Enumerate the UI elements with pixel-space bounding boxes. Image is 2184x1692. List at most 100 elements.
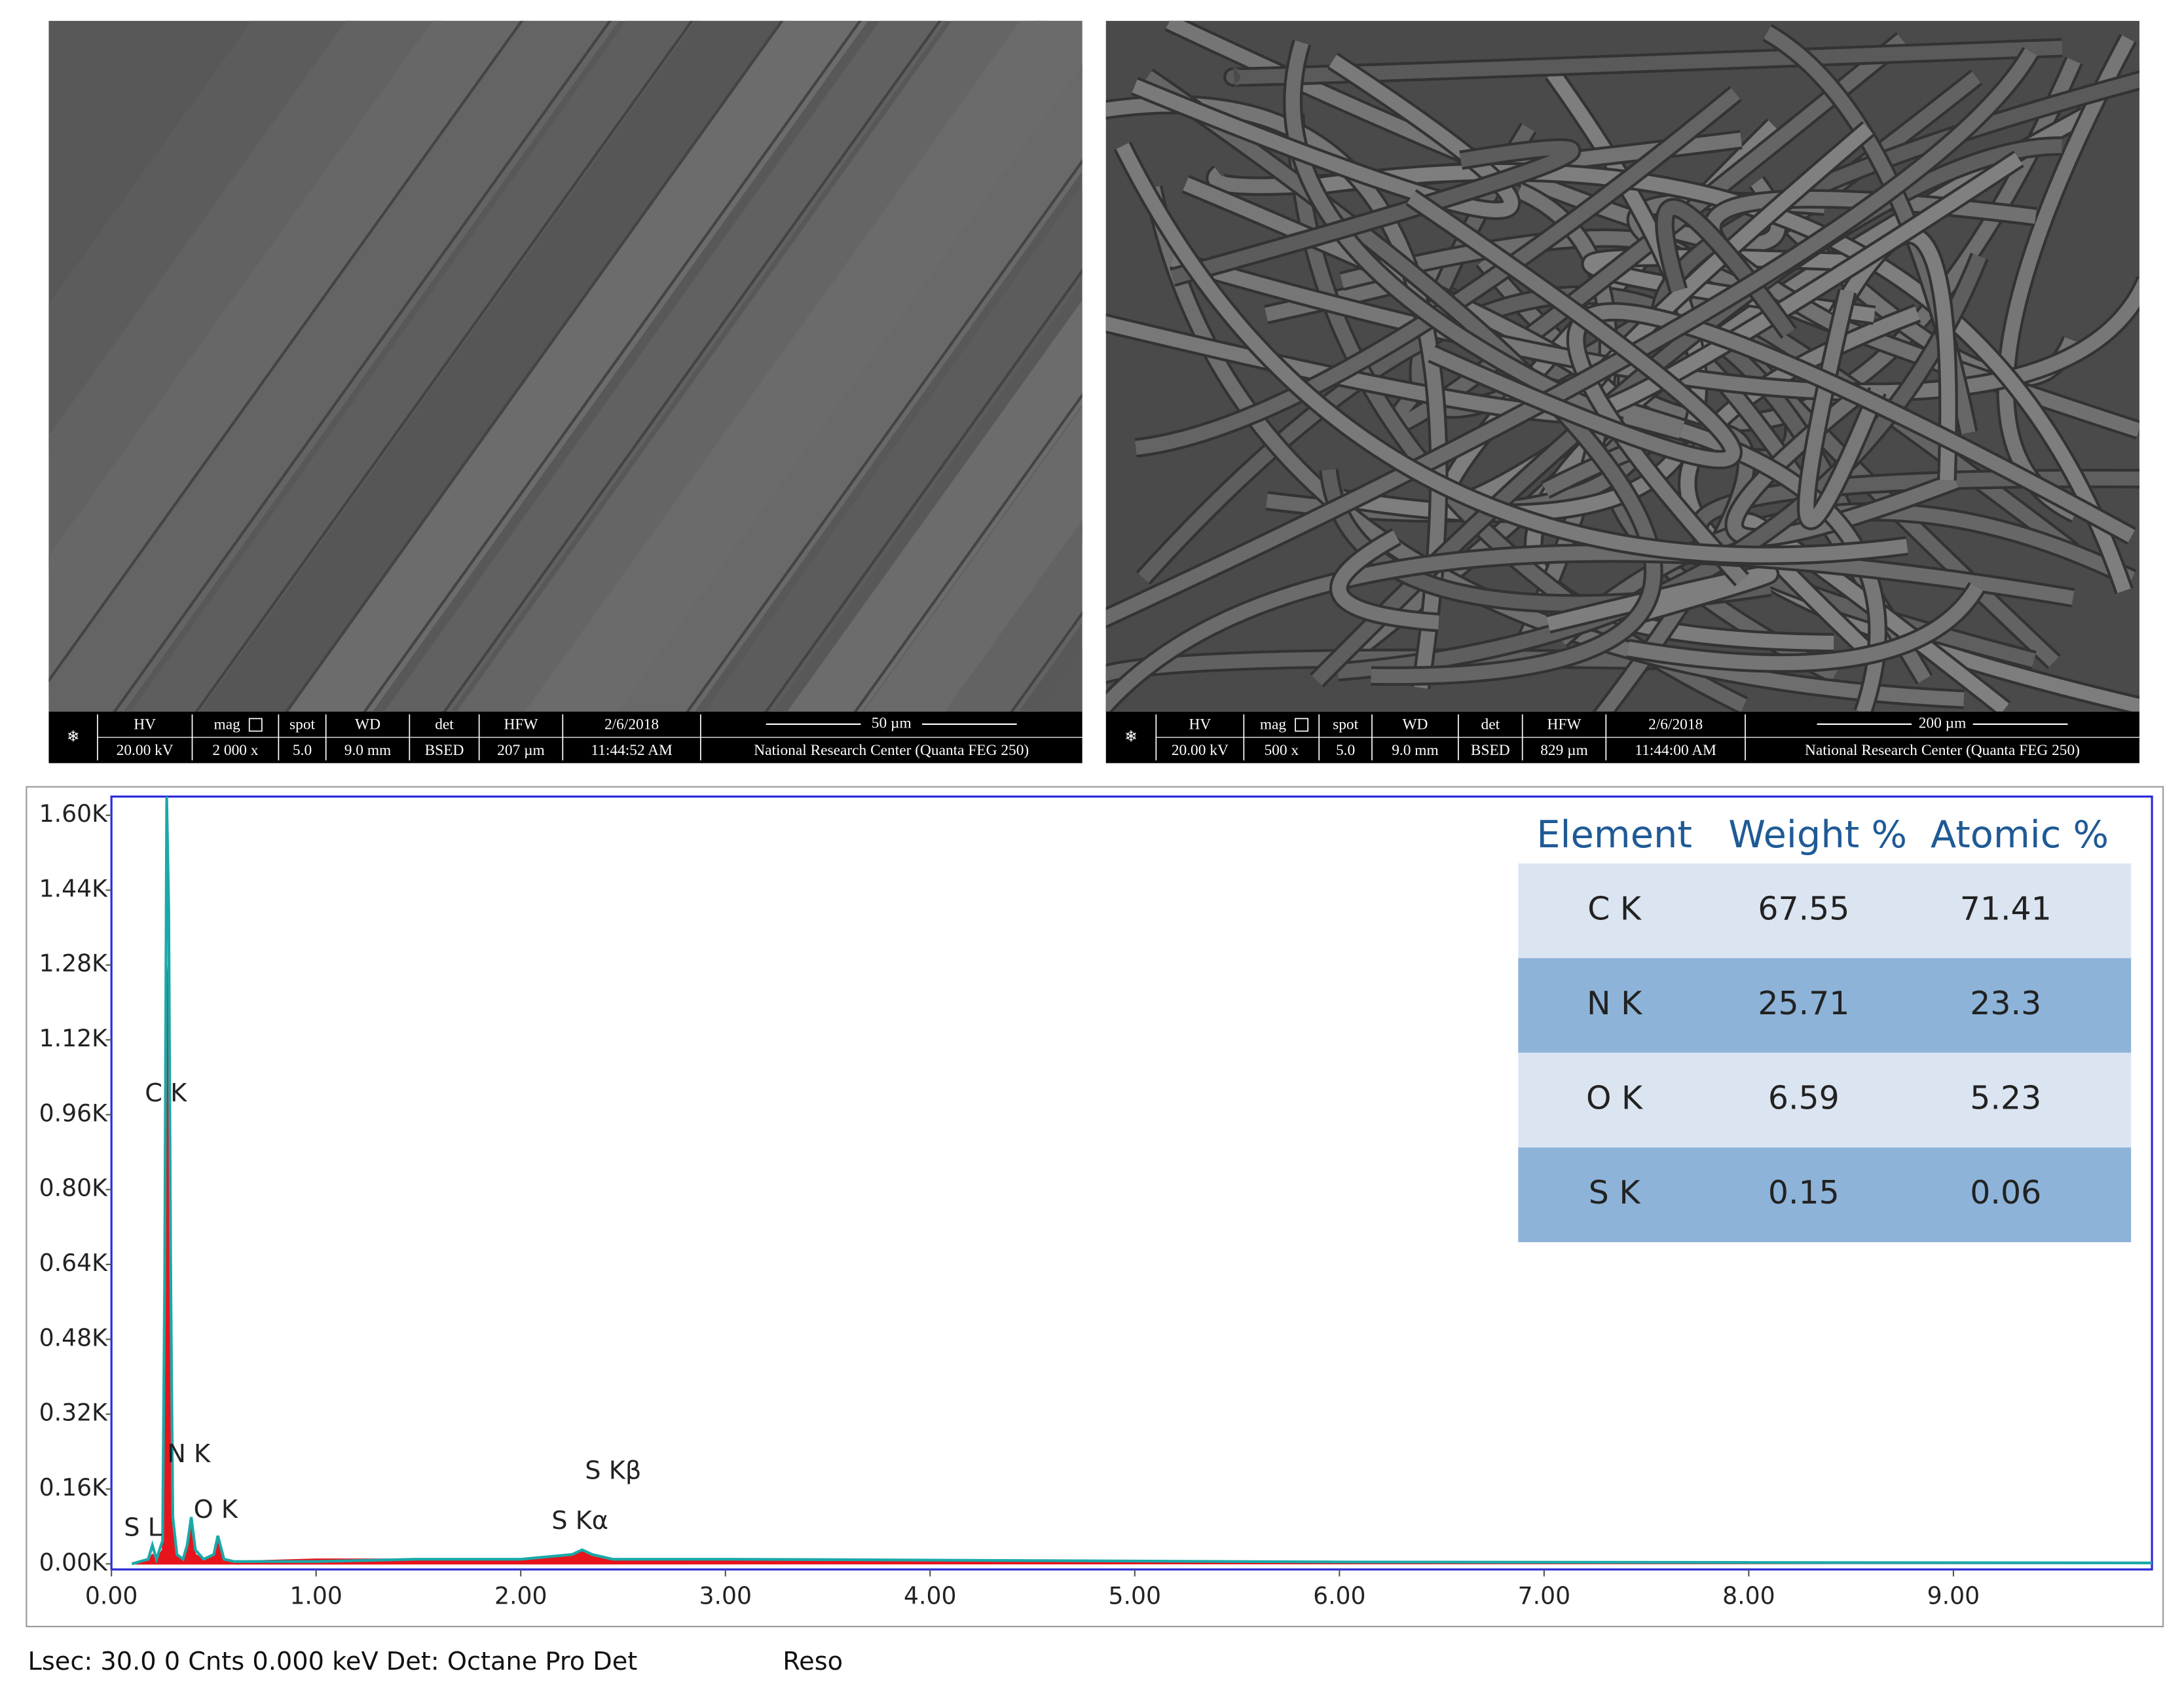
peak-label: S Kβ [585,1456,641,1485]
bar-label: HFW [504,716,538,733]
y-tick-label: 1.28K [39,949,108,978]
fiber [863,406,1083,712]
bar-label: mag [1260,716,1287,733]
table-header: Atomic % [1931,813,2109,856]
bar-value: National Research Center (Quanta FEG 250… [754,742,1029,759]
y-tick-label: 1.12K [39,1024,108,1052]
bar-label: HV [134,716,156,733]
bar-value: 20.00 kV [117,742,174,759]
results-table: Element Weight % Atomic % C K 67.55 71.41 N K 2… [1518,813,2132,1243]
fiber [1727,388,1959,545]
fiber [944,519,1083,712]
y-tick-label: 1.60K [39,800,108,828]
table-cell: C K [1587,890,1642,927]
table-cell: 67.55 [1758,890,1849,927]
mag-box [248,718,263,732]
table-cell: 5.23 [1970,1080,2041,1117]
fiber [456,20,1047,712]
bar-value: 500 x [1264,742,1299,759]
table-cell: N K [1587,985,1643,1022]
bar-value: BSED [425,742,464,759]
fiber [1627,583,1984,671]
bar-label: 2/6/2018 [1648,716,1703,733]
bar-value: 11:44:00 AM [1635,742,1716,759]
fiber-edge [764,268,1083,712]
x-tick-label: 9.00 [1927,1581,1980,1609]
table-row [1518,863,2132,959]
table-cell: O K [1586,1080,1644,1117]
fiber [617,64,1083,712]
fiber [1569,304,2136,585]
icon: ❄ [67,729,80,746]
y-tick-label: 0.48K [39,1323,108,1352]
fiber [1105,48,2037,626]
bar-label: 2/6/2018 [604,716,659,733]
fiber [787,300,1083,712]
y-tick-label: 0.96K [39,1099,108,1127]
x-tick-label: 0.00 [85,1581,138,1609]
bar-value: 9.0 mm [1392,742,1438,759]
table-cell: 6.59 [1768,1080,1840,1117]
peak-label: O K [194,1495,238,1524]
x-tick-label: 5.00 [1109,1581,1161,1609]
fiber-edge [284,20,784,712]
bar-value: 2 000 x [212,742,258,759]
fiber [1105,651,1779,682]
bar-value: 9.0 mm [344,742,391,759]
peak-label: S L [124,1513,162,1543]
fiber [1143,71,1661,684]
fiber [1132,54,1518,217]
table-header: Weight % [1728,813,1907,856]
fiber [1105,545,2075,712]
fiber [384,20,946,712]
fiber-edge [853,392,1083,712]
x-tick-label: 4.00 [904,1581,956,1609]
peak-label: N K [167,1439,211,1469]
scale-bg [861,716,923,733]
fiber [1170,141,1579,284]
fiber [130,20,699,712]
bar-value: 829 µm [1540,742,1588,759]
fiber [1146,186,1965,707]
bar-value: 20.00 kV [1172,742,1229,759]
x-tick-label: 7.00 [1518,1581,1570,1609]
table-cell: 0.06 [1970,1174,2041,1211]
fiber [288,20,868,712]
fiber [48,20,443,572]
x-tick-label: 8.00 [1722,1581,1775,1609]
fiber [1407,191,1740,467]
table-row [1518,958,2132,1053]
fiber [1116,143,1908,562]
bar-value: 11:44:52 AM [591,742,673,759]
table-cell: S K [1589,1174,1642,1211]
y-tick-label: 0.00K [39,1548,108,1576]
fiber-edge [686,158,1083,712]
icon: ❄ [1124,729,1138,746]
table-row [1518,1052,2132,1148]
fiber-edge [1010,611,1083,712]
bar-label: mag [214,716,241,733]
footer-text: Lsec: 30.0 0 Cnts 0.000 keV Det: Octane … [28,1647,638,1676]
bar-value: National Research Center (Quanta FEG 250… [1805,742,2080,759]
table-cell: 23.3 [1970,985,2041,1022]
fiber [1739,515,2009,712]
scale-bg [1912,716,1973,733]
scale-label: 50 µm [872,714,912,731]
peak-label: C K [145,1078,187,1108]
mag-box [1295,718,1309,732]
peak-label: S Kα [551,1506,608,1536]
fiber [48,20,619,712]
fiber [705,185,1083,712]
bar-value: BSED [1471,742,1510,759]
bar-label: HV [1189,716,1211,733]
spectrum: 0.00K 0.16K 0.32K 0.48K 0.64K 0.80K 0.96K 1.12K… [28,796,2153,1676]
table-cell: 71.41 [1960,890,2052,927]
table-cell: 25.71 [1758,985,1849,1022]
fiber-edge [194,20,694,712]
fiber-edge [443,20,942,712]
y-tick-label: 0.80K [39,1174,108,1202]
table-cell: 0.15 [1768,1174,1840,1211]
bar-label: WD [1402,716,1428,733]
